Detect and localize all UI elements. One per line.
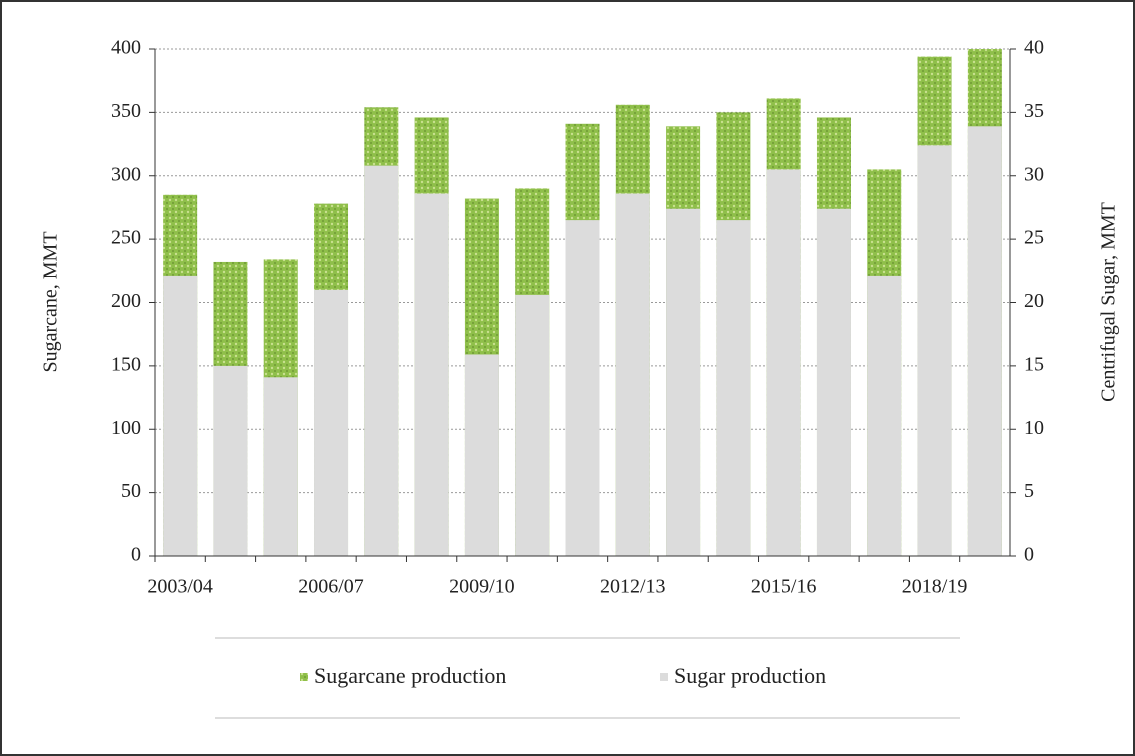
bar (163, 275, 198, 556)
bar (967, 126, 1002, 556)
bar (816, 208, 851, 556)
x-tick-label: 2012/13 (600, 576, 666, 598)
y-tick-label: 150 (111, 353, 141, 375)
bar (213, 365, 248, 556)
y2-tick-label: 40 (1024, 37, 1044, 59)
x-tick-label: 2015/16 (751, 576, 817, 598)
y-tick-label: 100 (111, 417, 141, 439)
legend-label: Sugarcane production (314, 663, 506, 688)
bar (314, 289, 349, 556)
x-tick-label: 2009/10 (449, 576, 515, 598)
y-tick-label: 200 (111, 290, 141, 312)
bar (364, 165, 399, 557)
y-tick-label: 0 (131, 544, 141, 566)
y2-tick-label: 10 (1024, 417, 1044, 439)
legend-swatch (660, 673, 668, 681)
y2-axis-title: Centrifugal Sugar, MMT (1098, 202, 1120, 402)
legend-label: Sugar production (674, 663, 826, 688)
y-tick-label: 400 (111, 37, 141, 59)
x-tick-label: 2003/04 (147, 576, 213, 598)
bar (666, 208, 701, 556)
y-tick-label: 250 (111, 227, 141, 249)
y-tick-label: 350 (111, 100, 141, 122)
x-tick-label: 2018/19 (902, 576, 968, 598)
y2-tick-label: 0 (1024, 544, 1034, 566)
y-tick-label: 300 (111, 163, 141, 185)
bar (464, 354, 499, 556)
y-tick-label: 50 (121, 480, 141, 502)
bar (414, 193, 449, 556)
y2-tick-label: 25 (1024, 227, 1044, 249)
y-axis-title: Sugarcane, MMT (40, 231, 62, 372)
bar (565, 220, 600, 557)
bar (515, 294, 550, 556)
y2-tick-label: 20 (1024, 290, 1044, 312)
y2-tick-label: 35 (1024, 100, 1044, 122)
bar (917, 145, 952, 556)
y2-tick-label: 15 (1024, 353, 1044, 375)
bar (263, 377, 298, 556)
legend-swatch (300, 673, 308, 681)
bar (615, 193, 650, 556)
y2-tick-label: 30 (1024, 163, 1044, 185)
bar (867, 275, 902, 556)
x-tick-label: 2006/07 (298, 576, 364, 598)
bar (716, 220, 751, 557)
y2-tick-label: 5 (1024, 480, 1034, 502)
bar (766, 169, 801, 556)
